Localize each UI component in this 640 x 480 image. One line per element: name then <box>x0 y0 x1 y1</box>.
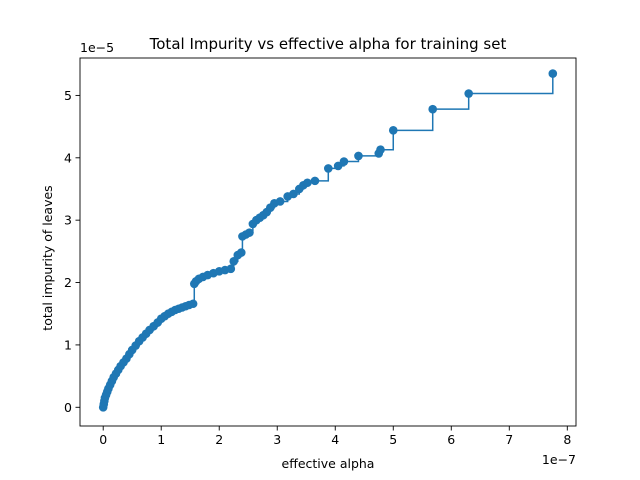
data-point <box>226 264 236 274</box>
data-point <box>303 178 312 188</box>
series-line <box>103 73 554 409</box>
data-point <box>388 126 398 135</box>
data-point <box>229 257 239 266</box>
data-point <box>548 69 558 78</box>
x-tick-label: 4 <box>331 432 339 447</box>
y-tick-label: 4 <box>64 150 72 165</box>
y-tick-label: 0 <box>64 400 72 415</box>
data-point <box>376 145 385 154</box>
data-point <box>245 228 254 237</box>
y-tick-label: 2 <box>64 275 72 290</box>
data-point <box>464 89 473 98</box>
data-point <box>275 197 285 206</box>
x-tick-label: 2 <box>215 432 223 447</box>
x-multiplier-label: 1e−7 <box>542 452 576 467</box>
x-tick-label: 7 <box>505 432 513 447</box>
data-point <box>188 299 198 309</box>
data-point <box>323 164 333 173</box>
axes-frame <box>79 57 577 427</box>
y-multiplier-label: 1e−5 <box>80 40 114 55</box>
y-tick-label: 3 <box>64 213 72 228</box>
y-tick-label: 1 <box>64 337 72 352</box>
data-point <box>428 104 438 114</box>
x-tick-label: 0 <box>99 432 107 447</box>
x-tick-label: 1 <box>157 432 165 447</box>
chart-title: Total Impurity vs effective alpha for tr… <box>149 35 507 53</box>
x-axis-label: effective alpha <box>282 456 375 471</box>
data-point <box>354 151 363 161</box>
y-tick-label: 5 <box>64 88 72 103</box>
data-point <box>236 248 246 257</box>
x-tick-label: 3 <box>273 432 281 447</box>
plot-area: 0 1 2 3 4 5 6 7 8 0 1 2 3 4 5 <box>64 57 577 447</box>
x-tick-label: 5 <box>389 432 397 447</box>
data-point <box>339 157 349 166</box>
y-axis-label: total impurity of leaves <box>40 185 55 330</box>
x-tick-label: 6 <box>447 432 455 447</box>
x-tick-label: 8 <box>563 432 571 447</box>
data-point <box>310 176 320 186</box>
data-point <box>289 189 298 199</box>
